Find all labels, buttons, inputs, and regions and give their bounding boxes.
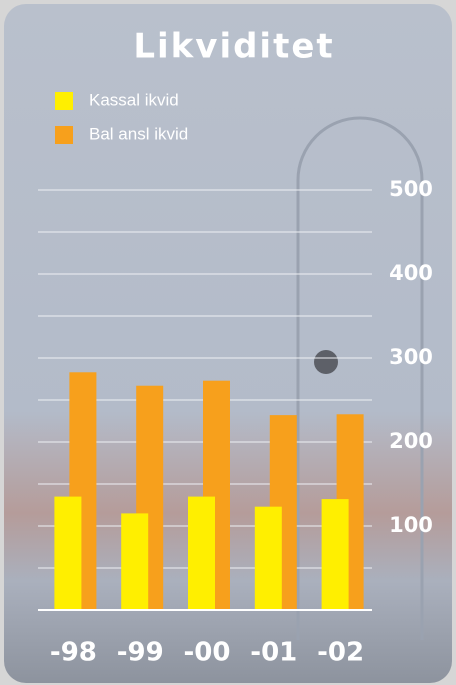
y-tick-label: 100 — [389, 513, 433, 537]
door-outline — [296, 116, 424, 640]
legend-swatch — [55, 126, 73, 144]
x-tick-label: -01 — [250, 638, 297, 668]
x-tick-label: -02 — [317, 638, 364, 668]
bar — [321, 499, 349, 610]
y-tick-label: 500 — [389, 177, 433, 201]
y-tick-label: 400 — [389, 261, 433, 285]
y-tick-label: 300 — [389, 345, 433, 369]
bar — [254, 506, 282, 610]
door-handle — [314, 350, 338, 374]
x-tick-label: -99 — [117, 638, 164, 668]
legend-label: Bal ansl ikvid — [89, 124, 188, 143]
x-tick-label: -00 — [184, 638, 231, 668]
y-tick-label: 200 — [389, 429, 433, 453]
legend-swatch — [55, 92, 73, 110]
bar — [121, 513, 149, 610]
chart-title: Likviditet — [133, 27, 334, 67]
bar — [188, 496, 215, 610]
bar — [54, 496, 82, 610]
x-tick-label: -98 — [50, 638, 97, 668]
legend-label: Kassal ikvid — [89, 90, 179, 109]
